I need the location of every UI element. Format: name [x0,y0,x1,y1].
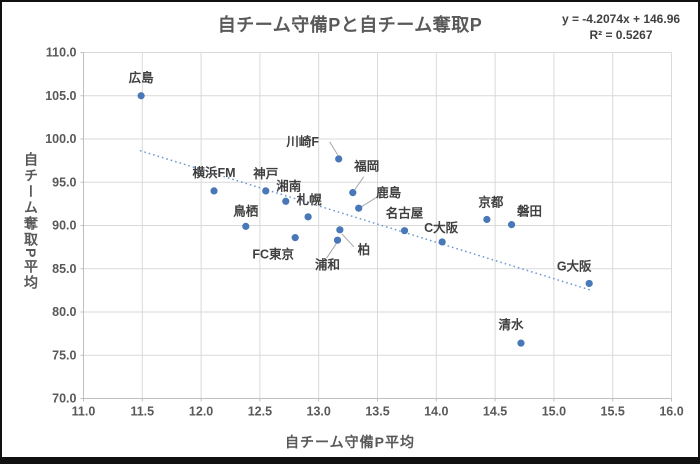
x-tick-label: 15.5 [601,405,625,419]
y-tick-label: 80.0 [52,305,76,319]
data-point-label: 福岡 [353,159,379,174]
data-point [585,279,593,288]
data-point-label: 広島 [129,70,155,85]
data-point-label: 清水 [498,317,524,332]
data-point-label: 京都 [478,194,504,209]
x-tick-label: 11.0 [72,405,96,419]
x-tick-label: 11.5 [130,405,154,419]
label-leader-line [360,193,382,208]
data-point [335,155,343,163]
chart-title: 自チーム守備Pと自チーム奪取P [217,15,483,35]
data-point-label: 湘南 [276,178,302,193]
label-leader-line [341,233,355,248]
data-point-label: 鹿島 [376,185,402,200]
data-point [517,339,525,347]
data-point-label: 川崎F [285,134,319,149]
data-point-label: G大阪 [557,258,592,273]
data-point-label: 札幌 [296,192,323,207]
x-tick-label: 14.5 [483,405,507,419]
y-tick-label: 105.0 [45,89,76,103]
r-squared-value: R² = 0.5267 [589,28,653,42]
x-tick-label: 14.0 [424,405,448,419]
data-point [242,222,250,230]
data-point [333,236,342,244]
data-point [336,226,344,234]
label-leader-line [326,242,337,259]
y-tick-label: 100.0 [45,132,76,146]
data-point [349,189,357,197]
trendline-equation: y = -4.2074x + 146.96 [561,12,681,26]
data-point [400,227,409,235]
data-point [507,221,516,229]
trendline-equation-block: y = -4.2074x + 146.96 R² = 0.5267 [548,11,694,43]
y-tick-label: 95.0 [52,175,76,189]
x-tick-label: 12.5 [248,405,272,419]
data-point-label: 横浜FM [193,165,236,180]
data-point-label: 磐田 [517,204,542,219]
trendline [139,149,591,291]
y-tick-label: 70.0 [52,392,76,406]
data-point-label: 浦和 [315,257,340,272]
data-point [137,92,145,100]
data-point-label: 名古屋 [386,206,424,221]
data-point-label: 鳥栖 [233,203,259,218]
data-point [282,197,290,205]
y-tick-label: 75.0 [52,348,76,362]
data-point [291,234,299,242]
y-tick-label: 110.0 [46,46,77,60]
data-point-label: C大阪 [424,220,459,235]
data-point-label: 柏 [358,242,371,257]
data-point [483,215,491,224]
label-leader-line [354,176,365,190]
data-point [355,204,363,212]
y-tick-label: 85.0 [52,262,76,276]
y-axis-title: 自チーム奪取P平均 [23,152,39,292]
data-point [210,187,218,195]
x-tick-label: 13.0 [307,405,331,419]
data-point-label: FC東京 [252,247,294,262]
data-point [262,187,270,195]
data-point-label: 神戸 [253,166,278,181]
x-tick-label: 16.0 [659,405,683,419]
x-axis-title: 自チーム守備P平均 [285,434,415,450]
x-tick-label: 15.0 [542,405,566,419]
y-tick-label: 90.0 [52,219,76,233]
data-point [304,213,312,221]
x-tick-label: 13.5 [365,405,389,419]
data-point [438,238,446,246]
x-tick-label: 12.0 [189,405,213,419]
label-leader-line [329,141,339,156]
